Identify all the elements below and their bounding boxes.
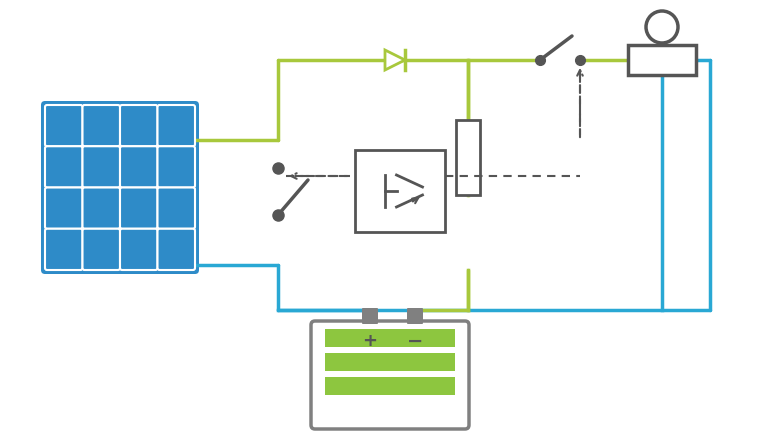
FancyBboxPatch shape [407,308,423,324]
FancyBboxPatch shape [45,229,82,270]
FancyBboxPatch shape [157,105,195,146]
FancyBboxPatch shape [157,146,195,187]
FancyBboxPatch shape [82,105,120,146]
Text: −: − [407,332,423,350]
FancyBboxPatch shape [82,146,120,187]
Bar [456,120,480,195]
Bar [628,45,696,75]
Polygon shape [385,50,405,70]
FancyBboxPatch shape [82,229,120,270]
FancyBboxPatch shape [362,308,378,324]
Bar [325,329,455,347]
FancyBboxPatch shape [120,146,157,187]
FancyBboxPatch shape [157,229,195,270]
FancyBboxPatch shape [45,105,82,146]
FancyBboxPatch shape [311,321,469,429]
FancyBboxPatch shape [82,187,120,229]
Bar [325,377,455,395]
FancyBboxPatch shape [120,187,157,229]
Bar [355,150,445,232]
Circle shape [646,11,678,43]
FancyBboxPatch shape [157,187,195,229]
FancyBboxPatch shape [41,101,199,274]
FancyBboxPatch shape [45,187,82,229]
Text: +: + [362,332,378,350]
FancyBboxPatch shape [120,105,157,146]
FancyBboxPatch shape [120,229,157,270]
Bar [325,353,455,371]
FancyBboxPatch shape [45,146,82,187]
